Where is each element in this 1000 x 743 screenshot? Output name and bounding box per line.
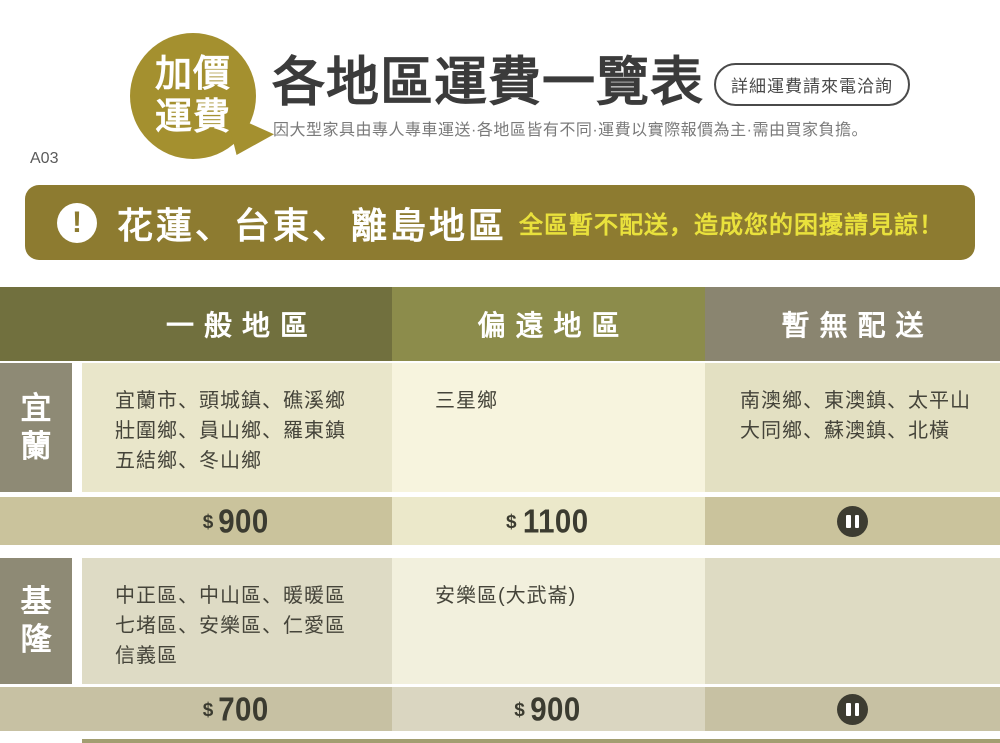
price-value: 1100 [522,501,589,540]
cell-yilan-general: 宜蘭市、頭城鎮、礁溪鄉 壯圍鄉、員山鄉、羅東鎮 五結鄉、冬山鄉 [82,363,392,492]
cell-keelung-remote: 安樂區(大武崙) [392,558,705,684]
price-keelung-remote: $ 900 [392,687,705,731]
cell-keelung-general: 中正區、中山區、暖暖區 七堵區、安樂區、仁愛區 信義區 [82,558,392,684]
cell-keelung-suspended [705,558,1000,684]
price-yilan-remote: $ 1100 [392,497,705,545]
next-row-peek [82,739,1000,743]
page-title: 各地區運費一覽表 [272,53,704,112]
exclamation-icon: ! [57,202,97,243]
product-code: A03 [30,150,59,167]
disclaimer-text: 因大型家具由專人專車運送·各地區皆有不同·運費以實際報價為主·需由買家負擔。 [273,122,868,139]
currency-symbol: $ [202,700,214,721]
row-label-yilan: 宜蘭 [0,363,72,492]
status-yilan-suspended [705,497,1000,545]
currency-symbol: $ [514,700,525,721]
column-header-general: 一般地區 [0,287,392,361]
row-label-keelung: 基隆 [0,558,72,684]
cell-yilan-suspended: 南澳鄉、東澳鎮、太平山 大同鄉、蘇澳鎮、北橫 [705,363,1000,492]
notice-regions: 花蓮、台東、離島地區 [117,204,508,246]
no-delivery-notice-banner: ! 花蓮、台東、離島地區 全區暫不配送，造成您的困擾請見諒！ [25,185,975,260]
price-value: 900 [218,501,270,540]
price-keelung-general: $ 700 [0,687,392,731]
currency-symbol: $ [506,512,517,533]
price-value: 700 [218,689,270,728]
surcharge-badge: 加價 運費 [130,33,274,159]
pause-icon [837,505,868,537]
status-keelung-suspended [705,687,1000,731]
price-yilan-general: $ 900 [0,497,392,545]
currency-symbol: $ [202,512,214,533]
badge-line-1: 加價 [155,53,231,95]
badge-line-2: 運費 [155,96,231,137]
notice-message: 全區暫不配送，造成您的困擾請見諒！ [519,212,945,239]
surcharge-badge-label: 加價 運費 [130,33,256,159]
cell-yilan-remote: 三星鄉 [392,363,705,492]
price-value: 900 [530,689,581,728]
column-header-suspended: 暫無配送 [705,287,1000,361]
column-header-remote: 偏遠地區 [392,287,705,361]
pause-icon [837,693,868,725]
contact-pill: 詳細運費請來電洽詢 [714,63,910,106]
